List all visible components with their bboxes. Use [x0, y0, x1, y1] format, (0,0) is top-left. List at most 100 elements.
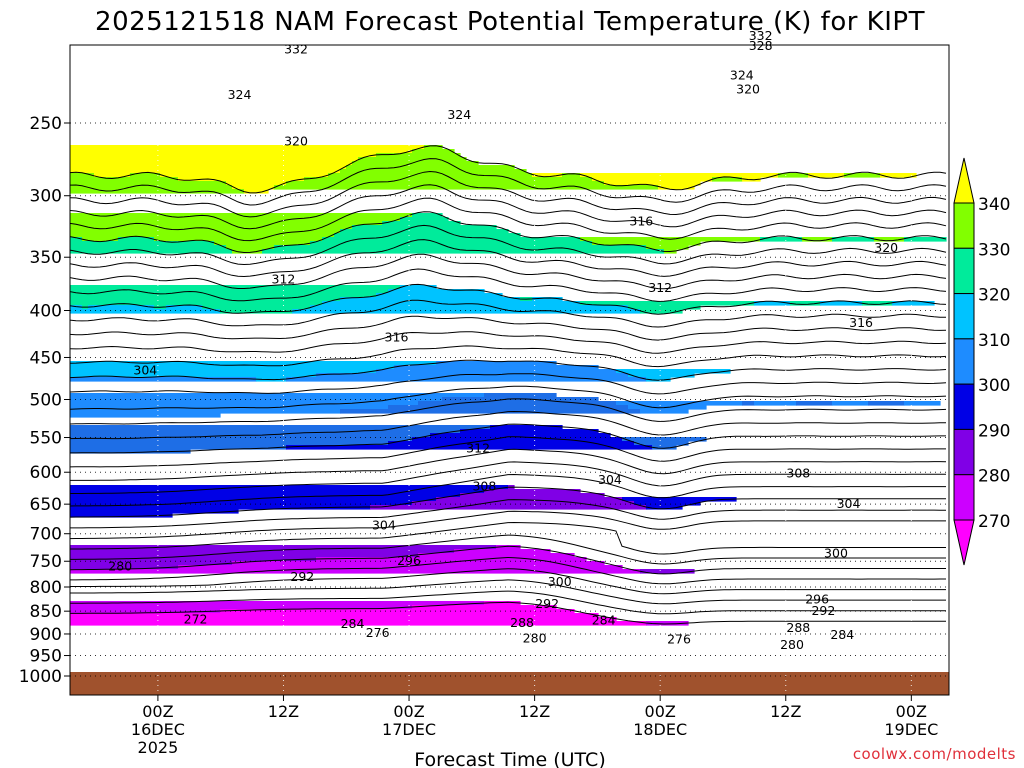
band-cell — [646, 505, 683, 510]
band-cell — [70, 613, 599, 618]
band-cell — [400, 217, 449, 222]
y-tick-label: 850 — [30, 602, 62, 622]
band-cell — [286, 377, 647, 382]
band-cell — [70, 149, 413, 154]
contour-label: 300 — [548, 574, 572, 589]
isentrope-310 — [70, 359, 947, 381]
chart-title: 2025121518 NAM Forecast Potential Temper… — [95, 7, 925, 37]
band-cell — [70, 553, 419, 558]
band-cell — [484, 393, 557, 398]
band-cell — [832, 401, 869, 406]
x-tick-label: 00Z — [645, 702, 676, 721]
band-cell — [844, 173, 881, 178]
band-cell — [70, 513, 173, 518]
x-tick-label: 12Z — [519, 702, 550, 721]
band-cell — [70, 189, 245, 194]
band-cell — [412, 605, 557, 610]
y-axis-ticks: 250 300 350 400 450 500 550 600 650 700 750 800 850 9… — [19, 114, 70, 687]
band-cell — [622, 497, 737, 502]
band-cell — [70, 557, 317, 562]
band-cell — [70, 569, 641, 574]
colorbar-min-triangle — [953, 519, 975, 566]
band-cell — [424, 145, 443, 150]
band-cell — [70, 177, 179, 182]
band-cell — [310, 305, 629, 310]
band-cell — [286, 445, 653, 450]
band-cell — [232, 249, 263, 254]
band-cell — [70, 161, 353, 166]
contour-label: 292 — [535, 596, 559, 611]
band-cell — [70, 169, 341, 174]
band-cell — [454, 549, 551, 554]
band-cell — [316, 373, 629, 378]
contour-label: 280 — [523, 630, 547, 645]
band-cell — [646, 245, 689, 250]
contour-label: 300 — [824, 546, 848, 561]
band-cell — [862, 301, 893, 306]
contour-label: 316 — [629, 213, 653, 228]
band-cell — [70, 617, 617, 622]
band-cell — [604, 181, 701, 186]
band-cell — [70, 485, 509, 490]
contour-label: 296 — [397, 553, 421, 568]
colorbar-label: 290 — [978, 421, 1010, 441]
band-cell — [70, 489, 485, 494]
isentrope-338 — [70, 158, 947, 206]
band-cell — [70, 409, 341, 414]
contour-label: 308 — [786, 466, 810, 481]
band-cell — [376, 153, 461, 158]
band-cell — [262, 249, 665, 254]
colorbar-label: 340 — [978, 195, 1010, 215]
isentrope-300 — [70, 423, 946, 454]
band-cell — [226, 245, 275, 250]
band-cell — [286, 181, 605, 186]
y-tick-label: 400 — [30, 301, 62, 321]
band-cell — [640, 569, 695, 574]
band-cell — [580, 301, 755, 306]
band-cell — [70, 437, 413, 442]
x-tick-label: 17DEC — [382, 720, 436, 739]
band-cell — [82, 237, 119, 242]
contour-label: 308 — [472, 479, 496, 494]
band-cell — [412, 437, 623, 442]
band-cell — [70, 621, 647, 626]
band-cell — [646, 621, 689, 626]
band-cell — [322, 237, 581, 242]
grid-lines — [70, 45, 949, 695]
band-cell — [70, 181, 227, 186]
band-cell — [70, 401, 419, 406]
band-cell — [754, 301, 791, 306]
band-cell — [892, 301, 935, 306]
band-cell — [274, 245, 647, 250]
band-cell — [70, 361, 437, 366]
contour-labels: 3323323283243243243203203203163163163123… — [108, 28, 898, 652]
isentrope-296 — [70, 448, 947, 481]
colorbar-label: 300 — [978, 376, 1010, 396]
band-cell — [70, 377, 257, 382]
contour-label: 320 — [736, 82, 760, 97]
credit-text: coolwx.com/modelts — [853, 745, 1016, 763]
contour-label: 280 — [108, 559, 132, 574]
contour-label: 324 — [228, 87, 252, 102]
y-tick-label: 600 — [30, 463, 62, 483]
isentrope-276 — [70, 568, 946, 595]
contour-label: 272 — [184, 612, 208, 627]
band-cell — [460, 429, 599, 434]
band-cell — [874, 237, 905, 242]
band-cell — [274, 185, 659, 190]
y-tick-label: 250 — [30, 114, 62, 134]
band-cell — [178, 565, 623, 570]
band-cell — [118, 237, 155, 242]
band-cell — [166, 305, 203, 310]
band-cell — [70, 297, 341, 302]
isentrope-334 — [70, 184, 947, 230]
band-cell — [70, 237, 83, 242]
isentrope-330 — [70, 211, 947, 254]
band-cell — [358, 157, 467, 162]
band-cell — [628, 305, 701, 310]
band-cell — [178, 177, 305, 182]
band-cell — [70, 157, 359, 162]
band-cell — [244, 189, 269, 194]
band-cell — [622, 437, 707, 442]
contour-label: 304 — [372, 518, 396, 533]
